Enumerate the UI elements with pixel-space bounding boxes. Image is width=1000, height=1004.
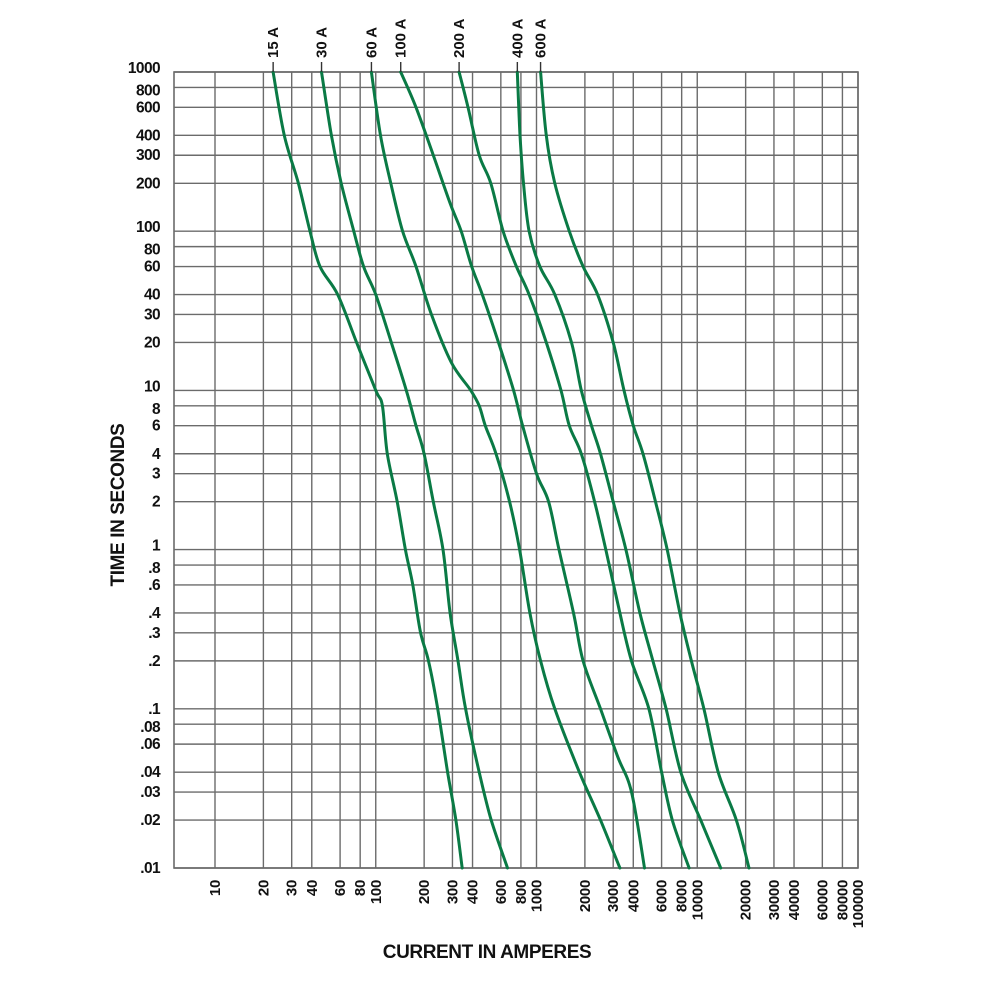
x-tick-label: 400 [465, 880, 482, 904]
y-tick-label: 8 [152, 401, 161, 418]
x-tick-label: 800 [513, 880, 530, 904]
y-tick-label: 600 [136, 99, 160, 116]
x-tick-label: 30 [284, 880, 301, 896]
rating-label: 400 A [509, 18, 526, 58]
rating-label: 200 A [451, 18, 468, 58]
curve-600a [539, 70, 751, 870]
x-tick-label: 10 [207, 880, 224, 896]
y-tick-label: 10 [144, 378, 160, 395]
y-tick-label: 1 [152, 538, 161, 555]
y-tick-label: 40 [144, 287, 160, 304]
y-tick-label: 6 [152, 418, 161, 435]
y-tick-label: .1 [148, 701, 161, 718]
y-tick-label: .6 [148, 577, 161, 594]
x-tick-label: 100000 [850, 880, 867, 928]
rating-label: 60 A [363, 27, 380, 58]
fuse-curves [271, 70, 751, 870]
x-tick-label: 20 [255, 880, 272, 896]
x-tick-label: 80000 [834, 880, 851, 920]
x-tick-label: 3000 [605, 880, 622, 912]
x-tick-label: 8000 [674, 880, 691, 912]
y-tick-label: .3 [148, 625, 161, 642]
x-tick-label: 2000 [577, 880, 594, 912]
x-tick-label: 1000 [529, 880, 546, 912]
x-tick-label: 10000 [689, 880, 706, 920]
curve-400a [515, 70, 723, 870]
y-tick-label: .08 [140, 719, 161, 736]
y-tick-label: .06 [140, 736, 161, 753]
x-tick-label: 30000 [766, 880, 783, 920]
y-tick-label: .01 [140, 860, 161, 877]
y-tick-label: 400 [136, 127, 160, 144]
curve-30a [320, 70, 509, 870]
x-tick-label: 300 [444, 880, 461, 904]
x-tick-label: 4000 [625, 880, 642, 912]
y-tick-label: 60 [144, 259, 160, 276]
x-tick-label: 60 [332, 880, 349, 896]
x-axis-title: CURRENT IN AMPERES [383, 942, 592, 963]
grid-lines [174, 71, 859, 869]
x-tick-label: 40000 [786, 880, 803, 920]
y-axis-title: TIME IN SECONDS [108, 424, 129, 587]
curve-15a [271, 70, 464, 870]
curve-60a [369, 70, 622, 870]
y-tick-label: 2 [152, 494, 160, 511]
x-tick-label: 600 [493, 880, 510, 904]
y-tick-label: .8 [148, 560, 161, 577]
y-tick-label: 1000 [128, 60, 160, 77]
fuse-rating-labels: 15 A 30 A 60 A 100 A 200 A 400 A 600 A [265, 18, 550, 72]
y-tick-label: .03 [140, 784, 161, 801]
y-tick-label: .4 [148, 605, 161, 622]
rating-label: 15 A [265, 27, 282, 58]
x-tick-label: 20000 [738, 880, 755, 920]
rating-label: 600 A [533, 18, 550, 58]
y-tick-label: .04 [140, 764, 161, 781]
y-tick-label: 30 [144, 306, 160, 323]
x-tick-label: 100 [368, 880, 385, 904]
y-tick-label: 300 [136, 147, 160, 164]
x-tick-label: 6000 [654, 880, 671, 912]
rating-label: 100 A [393, 18, 410, 58]
curve-100a [399, 70, 646, 870]
y-tick-label: 20 [144, 334, 160, 351]
y-tick-label: 80 [144, 242, 160, 259]
y-tick-label: 4 [152, 446, 161, 463]
y-tick-label: 800 [136, 82, 160, 99]
y-tick-label: 3 [152, 466, 161, 483]
y-tick-label: .2 [148, 653, 160, 670]
curve-200a [457, 70, 691, 870]
y-tick-label: 200 [136, 175, 160, 192]
x-tick-label: 80 [352, 880, 369, 896]
rating-label: 30 A [314, 27, 331, 58]
x-tick-label: 40 [304, 880, 321, 896]
y-tick-label: 100 [136, 219, 160, 236]
x-tick-label: 200 [416, 880, 433, 904]
x-tick-label: 60000 [814, 880, 831, 920]
plot-frame [173, 71, 859, 869]
y-tick-label: .02 [140, 812, 160, 829]
